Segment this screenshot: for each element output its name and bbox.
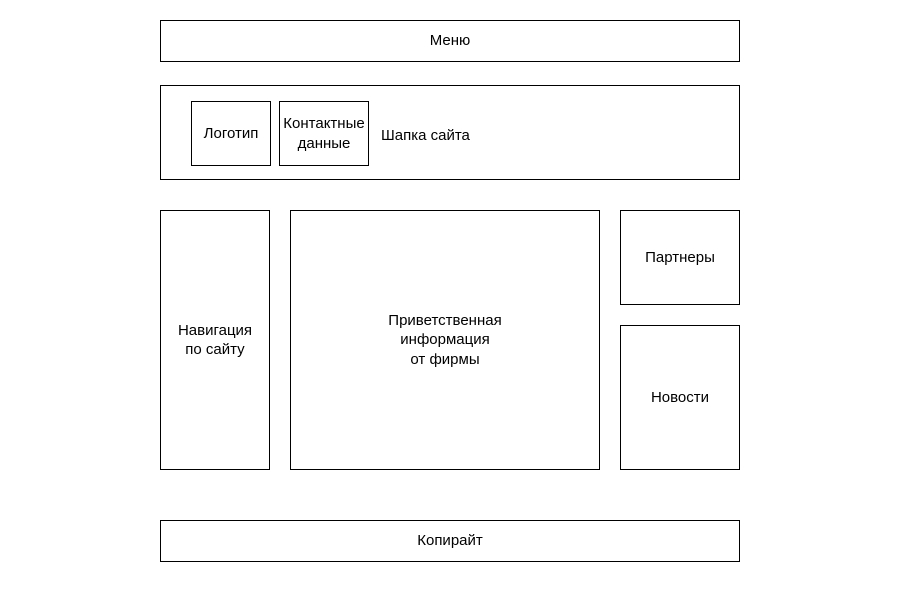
main-block: Приветственная информация от фирмы: [290, 210, 600, 470]
news-block: Новости: [620, 325, 740, 470]
footer-label: Копирайт: [417, 531, 483, 551]
menu-block: Меню: [160, 20, 740, 62]
main-label: Приветственная информация от фирмы: [388, 311, 501, 370]
logo-label: Логотип: [204, 124, 259, 144]
nav-label: Навигация по сайту: [178, 321, 252, 360]
news-label: Новости: [651, 388, 709, 408]
header-block: Логотип Контактные данные Шапка сайта: [160, 85, 740, 180]
header-label: Шапка сайта: [381, 126, 470, 146]
contacts-block: Контактные данные: [279, 101, 369, 166]
nav-block: Навигация по сайту: [160, 210, 270, 470]
partners-label: Партнеры: [645, 248, 715, 268]
wireframe-page: Меню Логотип Контактные данные Шапка сай…: [0, 0, 900, 600]
menu-label: Меню: [430, 31, 471, 51]
logo-block: Логотип: [191, 101, 271, 166]
contacts-label: Контактные данные: [283, 114, 364, 153]
partners-block: Партнеры: [620, 210, 740, 305]
footer-block: Копирайт: [160, 520, 740, 562]
